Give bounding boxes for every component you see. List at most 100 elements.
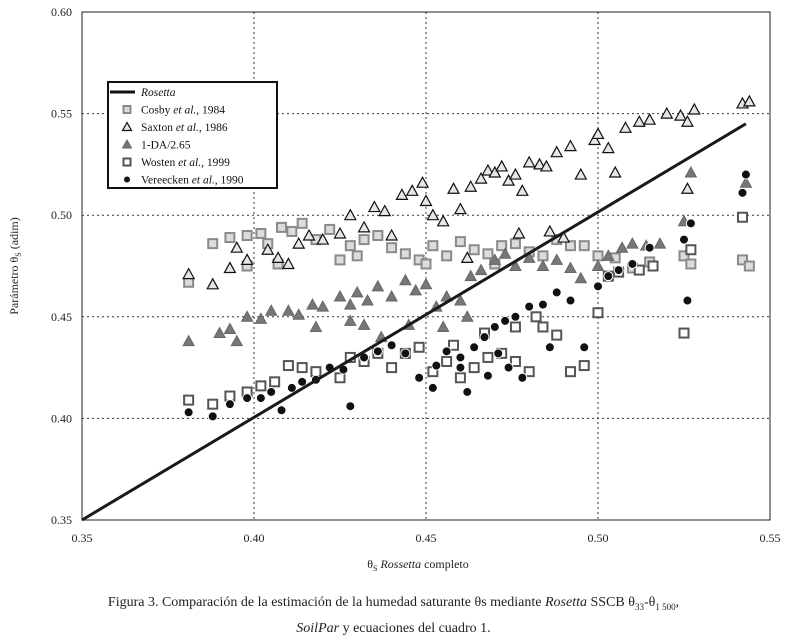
legend-marker-icon [121,138,133,149]
data-point [419,277,433,290]
data-point [533,157,547,170]
data-point [685,218,696,229]
data-point [282,360,294,372]
data-point [324,223,336,235]
series-triangle-filled [182,165,753,347]
data-point [206,277,220,290]
data-point [427,240,439,252]
data-point [619,121,633,133]
data-point [361,294,374,306]
data-point [591,127,605,140]
data-point [503,362,514,373]
data-point [460,251,474,263]
x-tick-label: 0.40 [244,531,265,545]
data-point [493,348,504,359]
data-point [207,238,219,250]
data-point [565,295,576,306]
data-point [510,311,521,322]
legend-label: Saxton et al., 1986 [141,122,228,134]
data-point [378,204,392,217]
data-point [550,145,564,158]
data-point [496,240,508,252]
data-point [240,310,254,322]
data-point [183,394,195,406]
data-point [685,258,697,270]
data-point [276,405,287,416]
data-point [395,188,409,200]
data-point [509,259,522,271]
data-point [276,221,288,233]
data-point [224,232,236,244]
legend-box [107,81,278,189]
data-point [416,175,430,188]
data-point [500,315,511,326]
caption-sub: 1 500 [655,601,676,612]
data-point [266,386,277,397]
caption-sub: 33 [634,601,644,612]
y-tick-label: 0.55 [51,107,72,121]
data-point [399,248,411,260]
data-point [306,298,319,310]
y-tick-label: 0.40 [51,411,72,425]
data-point [182,334,195,347]
legend-marker-icon [121,121,133,132]
y-tick-label: 0.35 [51,513,72,527]
data-point [469,342,480,353]
data-point [357,318,371,330]
data-point [601,249,615,261]
data-point [743,260,755,272]
figure-caption: Figura 3. Comparación de la estimación d… [0,592,787,640]
data-point [441,356,453,368]
data-point [271,251,285,263]
data-point [386,242,398,254]
data-point [515,184,529,196]
data-point [453,202,467,215]
data-point [420,258,432,270]
data-point [296,217,308,229]
data-point [207,411,218,422]
data-point [479,332,490,343]
legend-label: Wosten et al., 1999 [141,157,230,169]
data-point [564,240,576,252]
data-point [550,253,564,265]
data-point [592,307,604,319]
data-point [740,169,751,180]
data-point [454,294,467,306]
data-point [436,214,450,227]
data-point [351,250,363,262]
data-point [489,321,500,332]
data-point [223,322,237,334]
data-point [207,398,219,410]
data-point [682,295,693,306]
data-point [183,407,194,418]
data-point [680,114,694,127]
rosetta-line [81,122,747,522]
data-point [350,285,364,298]
y-axis-label: Parámetro θS (adim) [7,217,23,315]
data-point [608,165,622,178]
data-point [427,382,438,393]
data-point [644,242,655,253]
data-point [441,346,452,357]
data-point [537,250,549,262]
data-point [626,237,639,249]
data-point [543,224,557,237]
data-point [242,393,253,404]
data-point [441,250,453,262]
data-point [385,289,398,302]
data-point [563,139,577,152]
data-point [742,94,756,107]
legend-label: Cosby et al., 1984 [141,105,225,117]
legend-marker-icon [122,105,132,114]
data-point [255,393,266,404]
data-point [509,356,521,368]
data-point [343,208,357,221]
series-triangle-open [182,94,756,290]
data-point [495,159,509,172]
data-point [481,163,495,176]
caption-italic: SoilPar [296,620,340,636]
data-point [386,340,397,351]
data-point [508,167,522,180]
data-point [653,237,667,249]
data-point [333,226,347,239]
